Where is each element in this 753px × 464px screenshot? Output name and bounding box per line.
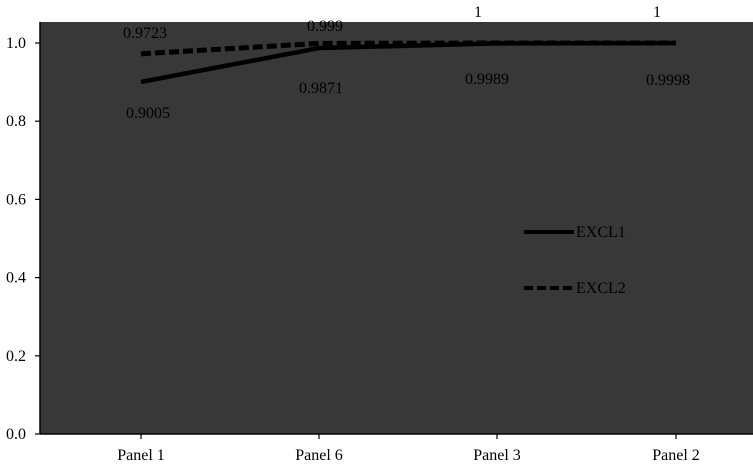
data-labels: 0.9005 0.9871 0.9989 0.9998 0.9723 0.999 1 1	[123, 4, 690, 122]
y-tick-label: 0.8	[6, 113, 26, 130]
data-label-excl2: 1	[653, 4, 661, 21]
x-tick-label: Panel 2	[652, 447, 700, 464]
x-axis-ticks: Panel 1 Panel 6 Panel 3 Panel 2	[117, 434, 700, 464]
y-tick-label: 0.4	[6, 270, 26, 287]
plot-area	[40, 22, 753, 434]
x-tick-label: Panel 3	[473, 447, 521, 464]
data-label-excl2: 0.999	[307, 18, 343, 35]
data-label-excl2: 1	[474, 4, 482, 21]
axes	[39, 22, 753, 435]
x-tick-label: Panel 6	[295, 447, 343, 464]
y-tick-label: 0.6	[6, 191, 26, 208]
x-tick-label: Panel 1	[117, 447, 165, 464]
legend-label-excl2: EXCL2	[576, 280, 626, 297]
series-line-excl1	[140, 40, 677, 85]
data-label-excl1: 0.9005	[126, 105, 170, 122]
y-tick-label: 0.2	[6, 348, 26, 365]
y-tick-label: 1.0	[6, 35, 26, 52]
data-label-excl2: 0.9723	[123, 25, 167, 42]
series-lines	[140, 40, 677, 85]
y-axis-ticks: 0.0 0.2 0.4 0.6 0.8 1.0	[6, 35, 40, 443]
data-label-excl1: 0.9998	[646, 72, 690, 89]
data-label-excl1: 0.9871	[299, 80, 343, 97]
legend: EXCL1 EXCL2	[524, 224, 626, 297]
data-label-excl1: 0.9989	[465, 71, 509, 88]
y-tick-label: 0.0	[6, 426, 26, 443]
legend-label-excl1: EXCL1	[576, 224, 626, 241]
series-line-excl2	[140, 40, 676, 57]
